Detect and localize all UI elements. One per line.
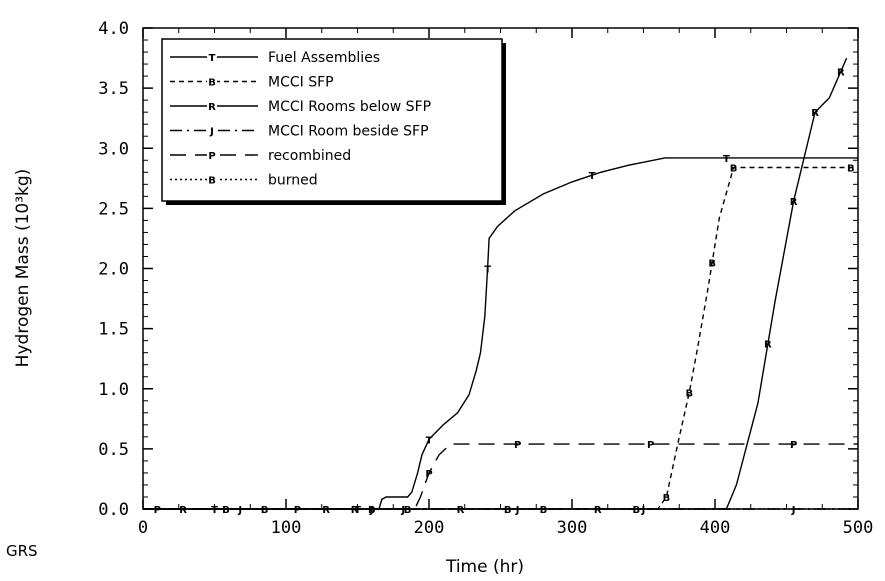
y-tick-label: 2.0 xyxy=(98,260,129,280)
legend: T Fuel Assemblies B MCCI SFP R MCCI Rooms bel… xyxy=(161,38,506,205)
series-marker-4: J xyxy=(791,505,796,516)
legend-label: MCCI Room beside SFP xyxy=(268,124,429,140)
y-tick-label: 4.0 xyxy=(98,19,129,39)
legend-marker-bg xyxy=(207,51,217,63)
series-marker-4: J xyxy=(400,505,405,516)
legend-label: Fuel Assemblies xyxy=(268,50,380,66)
legend-marker-bg xyxy=(207,100,217,112)
legend-marker-bg xyxy=(207,75,217,88)
x-axis-title: Time (hr) xyxy=(445,557,524,577)
series-marker-3: R xyxy=(811,108,819,119)
series-marker-2: B xyxy=(261,505,269,516)
series-marker-3: R xyxy=(764,340,772,351)
corner-label: GRS xyxy=(6,542,38,560)
series-marker-2: B xyxy=(847,163,855,174)
series-marker-2: B xyxy=(685,388,693,399)
series-marker-2: B xyxy=(708,258,716,269)
series-line-2 xyxy=(143,166,858,510)
y-tick-label: 0.5 xyxy=(98,440,129,460)
series-marker-3: R xyxy=(594,505,602,516)
legend-label: recombined xyxy=(268,148,351,164)
legend-label: burned xyxy=(268,173,318,189)
series-line-3 xyxy=(143,57,848,510)
y-tick-label: 1.5 xyxy=(98,320,129,340)
legend-marker-bg xyxy=(207,149,217,161)
axis-ticks xyxy=(142,27,859,510)
legend-marker: P xyxy=(208,151,215,162)
series-marker-1: T xyxy=(589,171,596,182)
series-marker-1: T xyxy=(354,505,361,516)
series-marker-3: R xyxy=(837,67,845,78)
series-marker-5: P xyxy=(514,440,521,451)
y-tick-label: 2.5 xyxy=(98,199,129,219)
x-tick-label: 400 xyxy=(700,518,731,538)
x-tick-label: 300 xyxy=(557,518,588,538)
series-marker-5: P xyxy=(425,469,432,480)
series-marker-2: B xyxy=(404,505,412,516)
legend-marker-bg xyxy=(207,173,217,186)
series-marker-5: P xyxy=(790,440,797,451)
series-marker-2: B xyxy=(633,505,641,516)
y-axis-title: Hydrogen Mass (10³kg) xyxy=(13,169,33,368)
series-marker-5: P xyxy=(154,505,161,516)
series-marker-3: R xyxy=(790,197,798,208)
series-marker-1: T xyxy=(426,435,433,446)
series-marker-4: J xyxy=(237,505,242,516)
legend-marker: T xyxy=(209,53,216,64)
series-marker-4: J xyxy=(515,505,520,516)
series-line-1 xyxy=(143,157,858,510)
series-marker-2: B xyxy=(730,163,738,174)
x-tick-label: 0 xyxy=(138,518,148,538)
y-tick-label: 1.0 xyxy=(98,380,129,400)
legend-marker-bg xyxy=(207,124,217,137)
series-marker-2: B xyxy=(663,493,671,504)
series-marker-2: B xyxy=(504,505,512,516)
y-tick-labels: 0.0 0.5 1.0 1.5 2.0 2.5 3.0 3.5 4.0 xyxy=(98,19,129,520)
series-marker-1: T xyxy=(484,265,491,276)
series-marker-3: R xyxy=(457,505,465,516)
legend-marker: B xyxy=(208,78,216,89)
legend-label: MCCI Rooms below SFP xyxy=(268,99,431,115)
series-marker-4: J xyxy=(369,505,374,516)
x-tick-labels: 0 100 200 300 400 500 xyxy=(138,518,873,538)
legend-marker: J xyxy=(209,127,214,138)
x-tick-label: 200 xyxy=(414,518,445,538)
legend-box xyxy=(161,38,503,202)
legend-marker: B xyxy=(208,176,216,187)
legend-label: MCCI SFP xyxy=(268,75,334,91)
y-tick-label: 0.0 xyxy=(98,500,129,520)
series-lines xyxy=(143,57,858,510)
series-marker-4: J xyxy=(641,505,646,516)
series-marker-3: R xyxy=(322,505,330,516)
series-marker-3: R xyxy=(179,505,187,516)
series-marker-2: B xyxy=(368,505,376,516)
x-tick-label: 500 xyxy=(843,518,874,538)
y-tick-label: 3.0 xyxy=(98,139,129,159)
x-tick-label: 100 xyxy=(271,518,302,538)
legend-entries: T Fuel Assemblies B MCCI SFP R MCCI Rooms bel… xyxy=(170,50,431,189)
series-marker-2: B xyxy=(540,505,548,516)
series-marker-3: R xyxy=(351,505,359,516)
legend-marker: R xyxy=(208,102,216,113)
series-line-5 xyxy=(143,443,858,510)
series-marker-1: T xyxy=(723,154,730,165)
series-marker-5: P xyxy=(294,505,301,516)
series-marker-2: B xyxy=(222,505,230,516)
series-marker-1: T xyxy=(211,505,218,516)
y-tick-label: 3.5 xyxy=(98,79,129,99)
series-marker-5: P xyxy=(647,440,654,451)
